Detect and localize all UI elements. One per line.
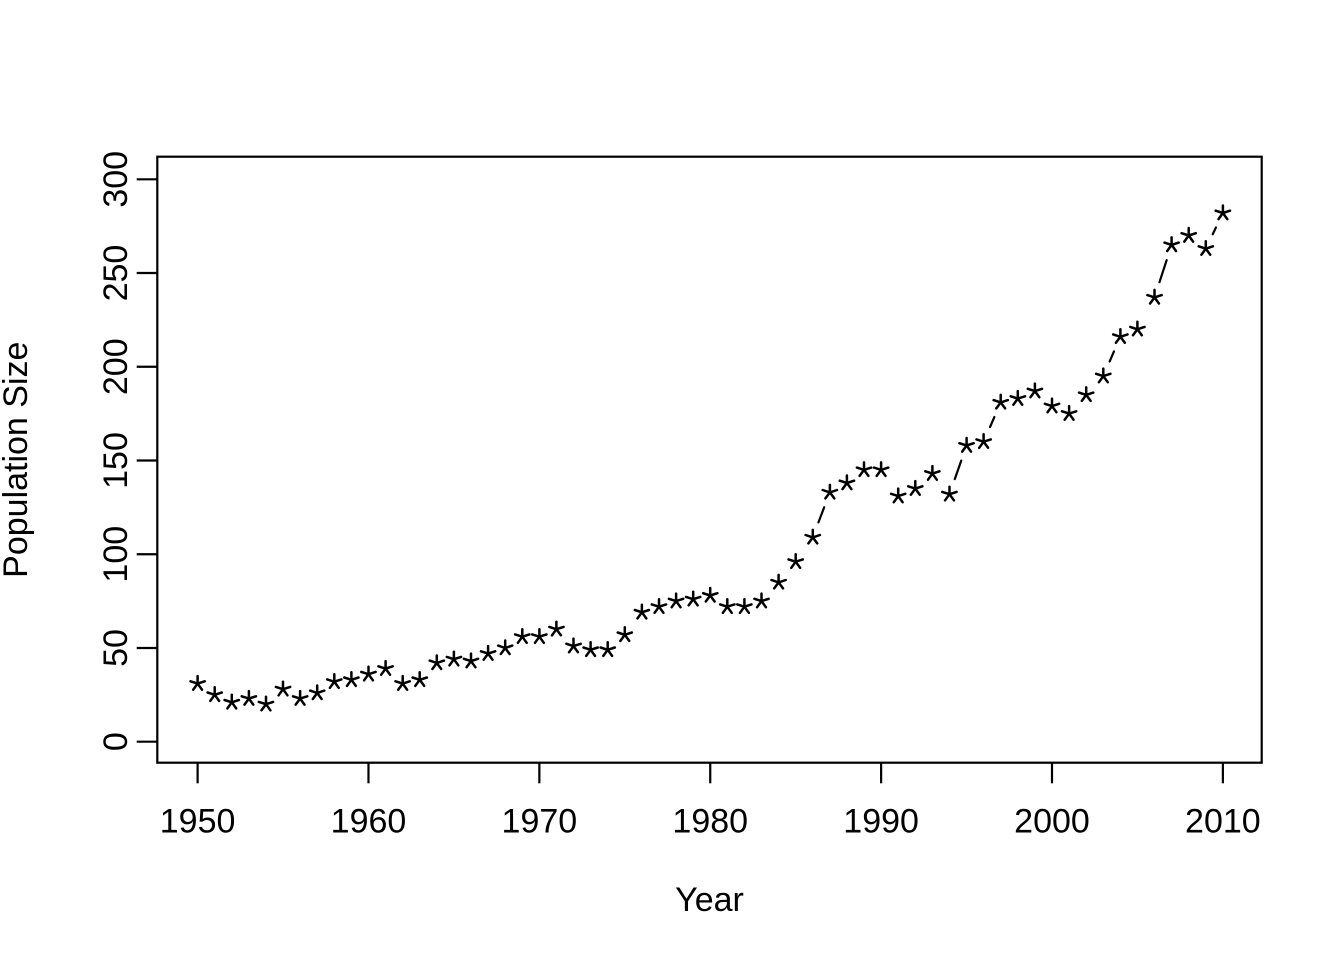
y-axis-title: Population Size	[0, 342, 35, 578]
y-tick-label: 50	[97, 629, 135, 667]
data-point	[394, 674, 412, 691]
data-point	[1077, 386, 1095, 403]
y-tick-label: 200	[97, 338, 135, 395]
data-point	[804, 528, 822, 545]
x-tick-label: 1970	[502, 803, 578, 841]
data-point	[291, 689, 309, 706]
data-points	[189, 204, 1232, 712]
data-point	[257, 695, 275, 712]
data-point	[975, 432, 993, 450]
data-point	[1009, 389, 1027, 406]
plot-box	[156, 155, 1263, 764]
connector-segment	[953, 459, 963, 481]
data-point	[889, 487, 907, 504]
data-point	[1043, 397, 1061, 414]
x-tick-label: 2010	[1185, 803, 1261, 841]
data-point	[428, 654, 446, 671]
connector-segment	[988, 415, 996, 429]
data-point	[599, 641, 617, 658]
connector-segment	[817, 506, 826, 524]
x-axis-title: Year	[675, 881, 744, 919]
data-point	[924, 464, 941, 481]
data-point	[906, 479, 924, 496]
y-tick-label: 150	[97, 432, 135, 489]
data-point	[701, 586, 719, 603]
data-point	[223, 693, 241, 710]
data-point	[1111, 328, 1129, 345]
data-point	[872, 461, 890, 478]
y-tick-label: 300	[97, 151, 135, 208]
y-axis-tick-labels: 0 50 100 150 200 250 300	[97, 151, 135, 751]
data-point	[240, 689, 258, 706]
data-point	[650, 597, 668, 615]
connector-segment	[1108, 350, 1116, 363]
x-axis-tick-labels: 1950 1960 1970 1980 1990 2000 2010	[160, 803, 1261, 841]
x-tick-label: 1960	[331, 803, 407, 841]
data-point	[1129, 320, 1146, 337]
data-point	[1214, 204, 1232, 221]
data-point	[855, 461, 873, 478]
data-point	[513, 627, 531, 645]
data-point	[958, 436, 975, 453]
y-axis-ticks	[136, 178, 158, 743]
data-point	[633, 603, 651, 620]
x-axis-ticks	[196, 762, 1224, 784]
data-point	[206, 686, 224, 703]
data-point	[753, 592, 770, 609]
data-point	[479, 644, 497, 661]
x-tick-label: 2000	[1014, 803, 1090, 841]
data-point	[565, 637, 582, 654]
data-point	[325, 672, 343, 690]
data-point	[616, 626, 634, 643]
data-point	[787, 552, 805, 570]
x-tick-label: 1980	[672, 803, 748, 841]
data-point	[1180, 226, 1198, 243]
data-point	[274, 680, 292, 697]
data-point	[1146, 288, 1163, 305]
data-point	[462, 652, 480, 669]
data-point	[736, 597, 753, 615]
data-point	[343, 671, 360, 688]
data-point	[770, 573, 787, 590]
data-point	[1060, 404, 1078, 421]
data-point	[838, 474, 856, 491]
data-point	[308, 684, 326, 701]
data-point	[992, 393, 1010, 410]
data-point	[684, 590, 702, 607]
data-point	[189, 674, 206, 691]
connector-segment	[1211, 226, 1218, 236]
connector-segments	[817, 226, 1218, 524]
data-point	[1163, 236, 1180, 253]
y-tick-label: 250	[97, 245, 135, 302]
x-tick-label: 1990	[843, 803, 919, 841]
data-point	[411, 671, 429, 688]
data-point	[718, 597, 736, 615]
data-point	[548, 620, 565, 637]
data-point	[360, 665, 377, 682]
data-point	[1197, 239, 1215, 256]
y-tick-label: 100	[97, 526, 135, 583]
connector-segment	[1158, 259, 1168, 284]
data-point	[496, 639, 514, 656]
data-point	[1026, 382, 1044, 399]
y-tick-label: 0	[97, 732, 135, 751]
data-point	[582, 641, 600, 658]
data-point	[445, 650, 463, 667]
data-point	[530, 627, 548, 645]
data-point	[377, 659, 394, 676]
data-point	[821, 483, 839, 500]
x-tick-label: 1950	[160, 803, 236, 841]
data-point	[667, 592, 685, 609]
data-point	[941, 485, 958, 502]
data-point	[1094, 367, 1112, 384]
